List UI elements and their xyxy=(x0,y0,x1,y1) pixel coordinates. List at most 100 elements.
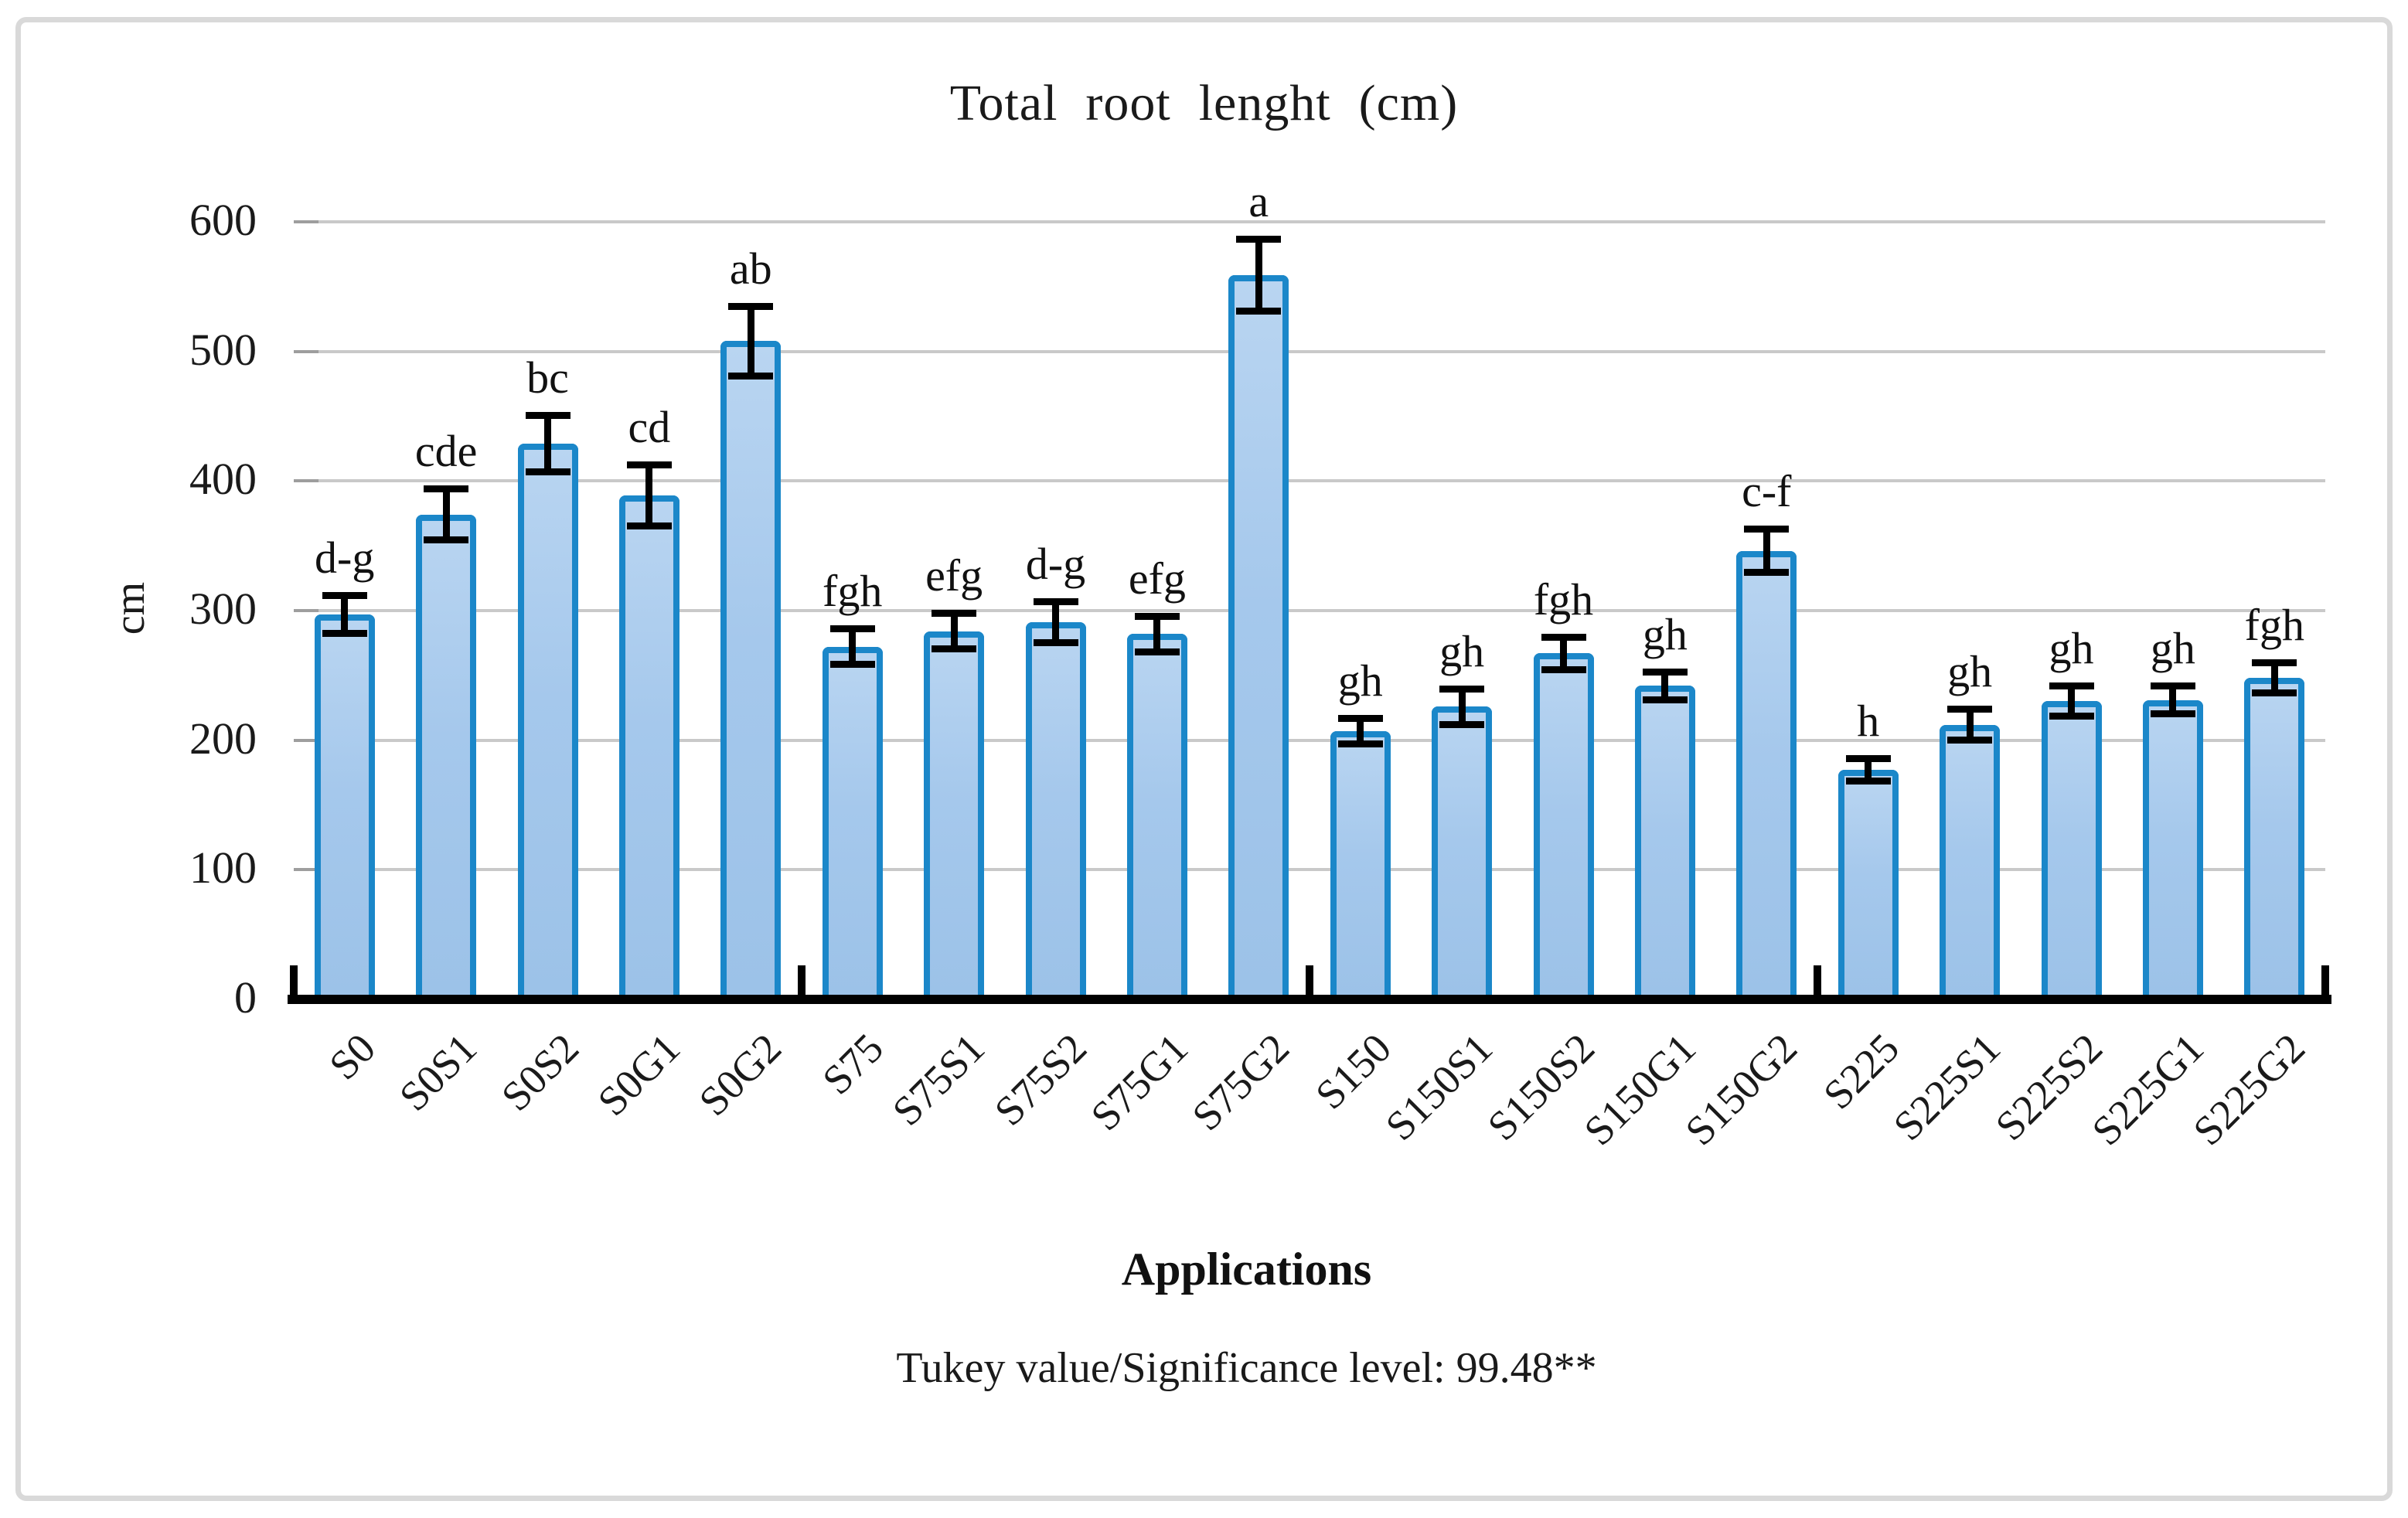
sig-letter-S225: h xyxy=(1857,696,1880,747)
error-cap-top-S225 xyxy=(1845,755,1891,763)
sig-letter-S75S2: d-g xyxy=(1025,539,1086,590)
sig-letter-S225S1: gh xyxy=(1947,646,1993,697)
error-cap-bottom-S225S2 xyxy=(2049,713,2094,720)
bar-S0S1 xyxy=(416,514,477,998)
sig-letter-S225G1: gh xyxy=(2150,623,2195,674)
error-bar-S225G2 xyxy=(2270,662,2278,694)
gridline-400 xyxy=(294,479,2325,483)
error-cap-top-S0G2 xyxy=(728,302,774,310)
bar-S75G1 xyxy=(1126,634,1187,998)
error-cap-bottom-S150G2 xyxy=(1744,569,1790,577)
error-cap-top-S225S1 xyxy=(1947,706,1993,713)
y-axis-tick-100 xyxy=(294,868,318,872)
error-cap-top-S150G1 xyxy=(1642,668,1688,676)
y-axis-tick-200 xyxy=(294,738,318,742)
significance-note: Tukey value/Significance level: 99.48** xyxy=(896,1344,1597,1392)
y-tick-label-200: 200 xyxy=(189,713,257,764)
error-bar-S225G1 xyxy=(2169,686,2177,715)
error-cap-top-S0 xyxy=(322,591,367,599)
x-axis-line xyxy=(288,995,2331,1004)
y-tick-label-300: 300 xyxy=(189,584,257,634)
y-axis-tick-500 xyxy=(294,349,318,353)
error-cap-bottom-S75S1 xyxy=(932,645,977,653)
error-bar-S225 xyxy=(1865,758,1872,782)
error-cap-bottom-S225G2 xyxy=(2252,689,2297,697)
bar-S225 xyxy=(1838,770,1899,998)
error-cap-bottom-S0S1 xyxy=(424,536,469,544)
bar-S0G2 xyxy=(720,341,782,998)
error-cap-bottom-S0S2 xyxy=(525,468,570,475)
bar-S0 xyxy=(314,614,375,998)
bar-S0G1 xyxy=(618,495,679,998)
error-cap-top-S150 xyxy=(1337,715,1383,723)
gridline-300 xyxy=(294,609,2325,612)
error-cap-bottom-S150 xyxy=(1337,740,1383,747)
bar-S75G2 xyxy=(1228,274,1289,998)
bar-S75S1 xyxy=(924,631,985,998)
sig-letter-S225S2: gh xyxy=(2049,623,2094,674)
y-tick-label-0: 0 xyxy=(234,972,257,1023)
error-bar-S150G1 xyxy=(1661,671,1669,700)
error-cap-bottom-S0G2 xyxy=(728,372,774,380)
error-cap-top-S150S1 xyxy=(1439,685,1485,693)
x-axis-title: Applications xyxy=(1121,1244,1372,1295)
error-bar-S225S1 xyxy=(1966,709,1974,740)
error-cap-bottom-S75 xyxy=(829,661,875,669)
error-cap-bottom-S150S2 xyxy=(1541,666,1586,674)
error-cap-bottom-S0 xyxy=(322,630,367,638)
bar-S150G1 xyxy=(1634,686,1695,998)
error-bar-S75G2 xyxy=(1255,238,1262,311)
error-bar-S75 xyxy=(849,628,857,665)
y-axis-tick-600 xyxy=(294,220,318,223)
bar-S0S2 xyxy=(517,443,578,998)
error-cap-top-S150G2 xyxy=(1744,526,1790,533)
error-cap-top-S225S2 xyxy=(2049,682,2094,690)
error-cap-bottom-S225G1 xyxy=(2150,710,2195,718)
x-axis-group-tick-3 xyxy=(1814,965,1821,996)
sig-letter-S150S2: fgh xyxy=(1533,574,1594,625)
bar-S75S2 xyxy=(1025,622,1086,998)
error-bar-S0 xyxy=(341,594,349,635)
error-cap-top-S75G2 xyxy=(1236,235,1282,243)
sig-letter-S75G1: efg xyxy=(1128,553,1186,604)
bar-S225S1 xyxy=(1940,724,2001,998)
error-cap-top-S0G1 xyxy=(626,461,672,468)
error-cap-bottom-S225 xyxy=(1845,778,1891,785)
bar-S150 xyxy=(1330,730,1391,998)
sig-letter-S225G2: fgh xyxy=(2244,600,2304,651)
sig-letter-S75: fgh xyxy=(823,566,883,617)
y-tick-label-100: 100 xyxy=(189,842,257,893)
error-bar-S0G2 xyxy=(747,305,754,376)
y-tick-label-400: 400 xyxy=(189,454,257,505)
sig-letter-S150G2: c-f xyxy=(1742,466,1792,517)
bar-S225S2 xyxy=(2041,701,2102,998)
error-cap-bottom-S225S1 xyxy=(1947,736,1993,744)
error-cap-top-S0S2 xyxy=(525,411,570,419)
error-bar-S150G2 xyxy=(1763,529,1770,574)
error-bar-S225S2 xyxy=(2068,686,2075,717)
error-cap-bottom-S150S1 xyxy=(1439,720,1485,728)
error-cap-bottom-S0G1 xyxy=(626,522,672,530)
error-cap-top-S225G1 xyxy=(2150,682,2195,690)
error-bar-S0S2 xyxy=(544,414,551,472)
error-cap-top-S225G2 xyxy=(2252,659,2297,667)
error-bar-S0G1 xyxy=(645,464,653,526)
x-axis-group-tick-1 xyxy=(798,965,806,996)
sig-letter-S0S2: bc xyxy=(526,352,569,403)
error-bar-S150 xyxy=(1357,718,1364,744)
sig-letter-S0: d-g xyxy=(315,532,375,583)
error-bar-S150S1 xyxy=(1458,688,1466,725)
y-axis-tick-300 xyxy=(294,609,318,612)
error-cap-top-S150S2 xyxy=(1541,633,1586,641)
sig-letter-S75G2: a xyxy=(1248,175,1269,226)
error-bar-S0S1 xyxy=(442,488,450,541)
error-cap-top-S75S1 xyxy=(932,610,977,618)
x-axis-group-tick-0 xyxy=(290,965,298,996)
x-axis-group-tick-2 xyxy=(1306,965,1313,996)
bar-S225G1 xyxy=(2142,699,2203,998)
sig-letter-S0G1: cd xyxy=(628,401,671,452)
bar-S150G2 xyxy=(1736,550,1797,998)
chart-title: Total root lenght (cm) xyxy=(949,75,1459,131)
error-cap-bottom-S75G1 xyxy=(1134,648,1180,655)
